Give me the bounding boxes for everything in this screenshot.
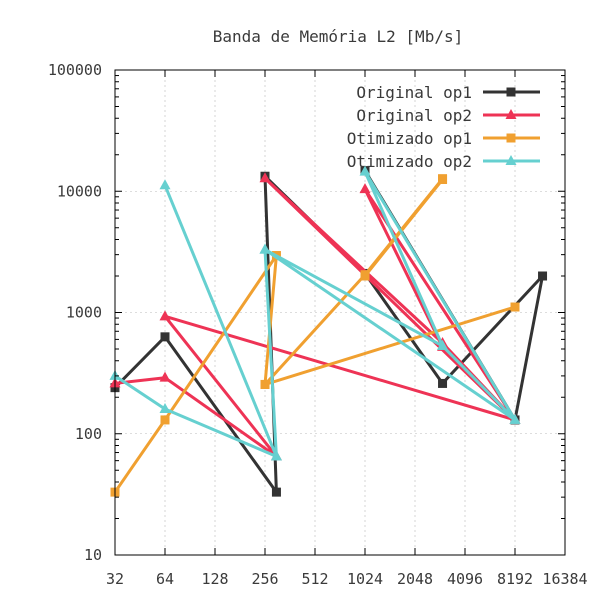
x-tick-label: 256 — [251, 570, 278, 588]
x-tick-label: 2048 — [397, 570, 433, 588]
data-point — [509, 413, 521, 424]
data-point — [160, 332, 170, 342]
data-point — [259, 172, 271, 183]
legend-marker — [505, 155, 517, 165]
legend-label: Otimizado op1 — [347, 129, 472, 148]
legend-marker — [506, 87, 516, 97]
data-point — [538, 271, 548, 281]
y-tick-label: 1000 — [66, 304, 102, 322]
data-point — [159, 179, 171, 190]
y-tick-label: 10 — [84, 546, 102, 564]
data-point — [159, 371, 171, 382]
data-point — [270, 450, 282, 461]
axis-layer: 32 64 128 256 512 1024 2048 4096 8192 16384 10 100 1… — [48, 61, 588, 588]
legend: Original op1 Original op2 Otimizado op1 Oti… — [347, 83, 540, 171]
data-point — [159, 403, 171, 414]
data-point — [438, 174, 448, 184]
data-point — [359, 183, 371, 194]
series-3 — [109, 165, 521, 461]
data-point — [438, 378, 448, 388]
series-line — [114, 176, 517, 458]
data-point — [271, 487, 281, 497]
data-point — [359, 165, 371, 176]
x-tick-label: 128 — [201, 570, 228, 588]
x-tick-label: 8192 — [497, 570, 533, 588]
y-tick-label: 100 — [75, 425, 102, 443]
x-tick-label: 64 — [156, 570, 174, 588]
data-point — [360, 271, 370, 281]
data-point — [260, 379, 270, 389]
y-tick-label: 10000 — [57, 182, 102, 200]
data-point — [437, 339, 449, 350]
x-tick-label: 4096 — [447, 570, 483, 588]
x-tick-label: 32 — [106, 570, 124, 588]
data-point — [159, 310, 171, 321]
y-tick-label: 100000 — [48, 61, 102, 79]
data-point — [510, 302, 520, 312]
series-line — [113, 177, 517, 493]
x-tick-label: 16384 — [542, 570, 587, 588]
legend-label: Original op2 — [356, 106, 472, 125]
series-line — [114, 170, 517, 458]
x-tick-label: 1024 — [347, 570, 383, 588]
legend-marker — [505, 109, 517, 119]
data-point — [259, 243, 271, 254]
legend-marker — [506, 133, 516, 143]
chart-title: Banda de Memória L2 [Mb/s] — [213, 27, 463, 46]
legend-label: Original op1 — [356, 83, 472, 102]
data-point — [160, 415, 170, 425]
x-tick-label: 512 — [301, 570, 328, 588]
legend-label: Otimizado op2 — [347, 152, 472, 171]
